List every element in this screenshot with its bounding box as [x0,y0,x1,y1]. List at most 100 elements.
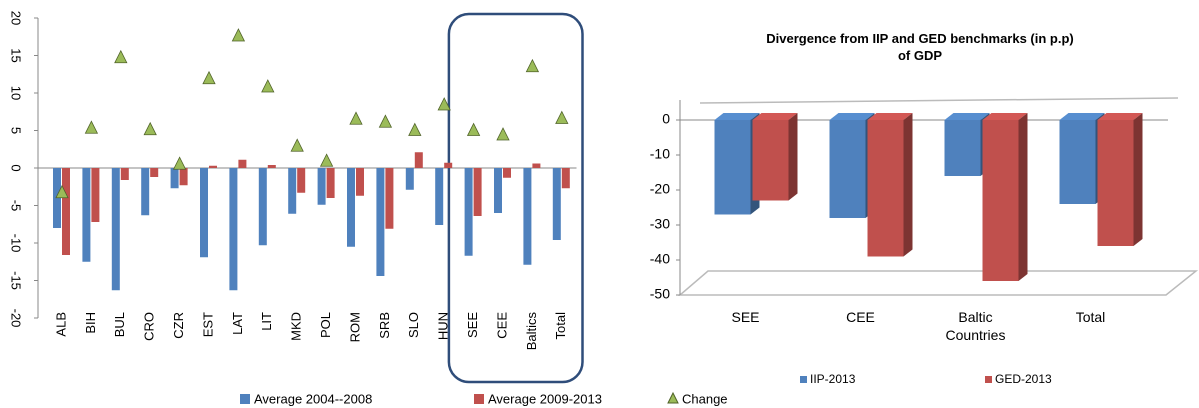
bar [120,168,129,180]
bar [414,152,423,168]
chart-title: Divergence from IIP and GED benchmarks (… [766,31,1074,63]
y-tick-label: -10 [9,234,24,253]
legend-label: Average 2009-2013 [488,391,602,406]
bar [209,165,217,168]
bar [982,120,1019,281]
change-marker [261,79,275,93]
x-tick-label: CRO [142,312,157,341]
y-tick-label: 0 [9,164,24,171]
x-tick-label-box: Total [1075,309,1106,325]
y-tick-label: -15 [9,271,24,290]
x-tick-label: LAT [230,312,245,335]
bar [1097,120,1134,246]
bar [317,168,326,205]
y-tick-label: -40 [650,251,670,267]
bar [62,168,70,255]
y-tick-label: -10 [650,146,670,162]
bar-side [1018,113,1028,281]
bar-top [944,113,990,120]
bar [473,168,482,216]
bar [347,168,355,247]
legend-swatch [985,376,992,383]
bar [829,120,866,218]
bar-top [982,113,1028,120]
x-tick-label: SRB [377,312,392,339]
x-tick-label: BUL [112,312,127,337]
bar [405,168,414,190]
change-marker [202,70,216,85]
legend-label: GED-2013 [995,372,1052,386]
bar-side [788,113,798,201]
bar-top [714,113,760,120]
bar [944,120,981,176]
bar [170,168,179,189]
bar-side [1133,113,1143,246]
bar [494,168,502,213]
bar [552,168,561,240]
bar [532,163,541,168]
bar-top [1097,113,1143,120]
change-marker [319,153,334,167]
bar [444,162,453,168]
bar [267,165,276,168]
legend-label: Average 2004--2008 [254,391,372,406]
bar [258,168,267,246]
change-marker [378,114,393,128]
x-tick-label: EST [200,312,215,337]
bar [326,168,335,198]
x-tick-label: POL [318,312,333,338]
y-tick-label: 10 [9,86,24,100]
y-tick-label: -30 [650,216,670,232]
x-tick-label-box: Baltic Countries [946,309,1006,343]
legend-swatch [240,394,250,404]
x-tick-label: Baltics [524,312,539,351]
y-tick-label: 5 [9,127,24,134]
bar [91,168,100,222]
bar [435,168,444,225]
bar [288,168,297,214]
bar [503,168,511,178]
x-tick-label: Total [1075,309,1106,325]
bar [238,159,247,168]
change-marker [525,58,540,73]
bar [297,168,306,193]
x-tick-label: LIT [259,312,274,331]
bar-top [752,113,798,120]
bar [523,168,532,265]
bar-top [867,113,913,120]
change-marker [143,121,157,136]
change-marker [84,120,99,134]
legend-swatch [800,376,807,383]
x-tick-label: SEE [731,309,760,325]
bar [229,168,238,291]
bar-top [829,113,875,120]
bar [714,120,751,215]
bar [179,168,188,186]
change-marker [437,97,451,111]
change-marker [466,122,481,136]
x-tick-label: SLO [406,312,421,338]
y-tick-label: 15 [9,48,24,62]
y-tick-label: -5 [9,200,24,212]
x-tick-label: BIH [83,312,98,334]
change-marker [408,122,422,136]
x-tick-label: Total [553,312,568,340]
legend-marker [667,391,679,404]
x-tick-label: MKD [289,312,304,341]
x-tick-label: CZR [171,312,186,339]
floor [677,270,1199,296]
bar [385,168,394,229]
y-tick-label: -50 [650,286,670,302]
x-tick-label: ALB [53,312,68,337]
bar-top [1059,113,1105,120]
y-tick-label: -20 [9,309,24,328]
change-marker [496,127,510,141]
chart-title-box: Divergence from IIP and GED benchmarks (… [766,31,1074,63]
bar [867,120,904,257]
x-tick-label: CEE [846,309,875,325]
bar [141,168,150,216]
y-tick-label: -20 [650,181,670,197]
bar-side [903,113,913,257]
legend-label: IIP-2013 [810,372,856,386]
